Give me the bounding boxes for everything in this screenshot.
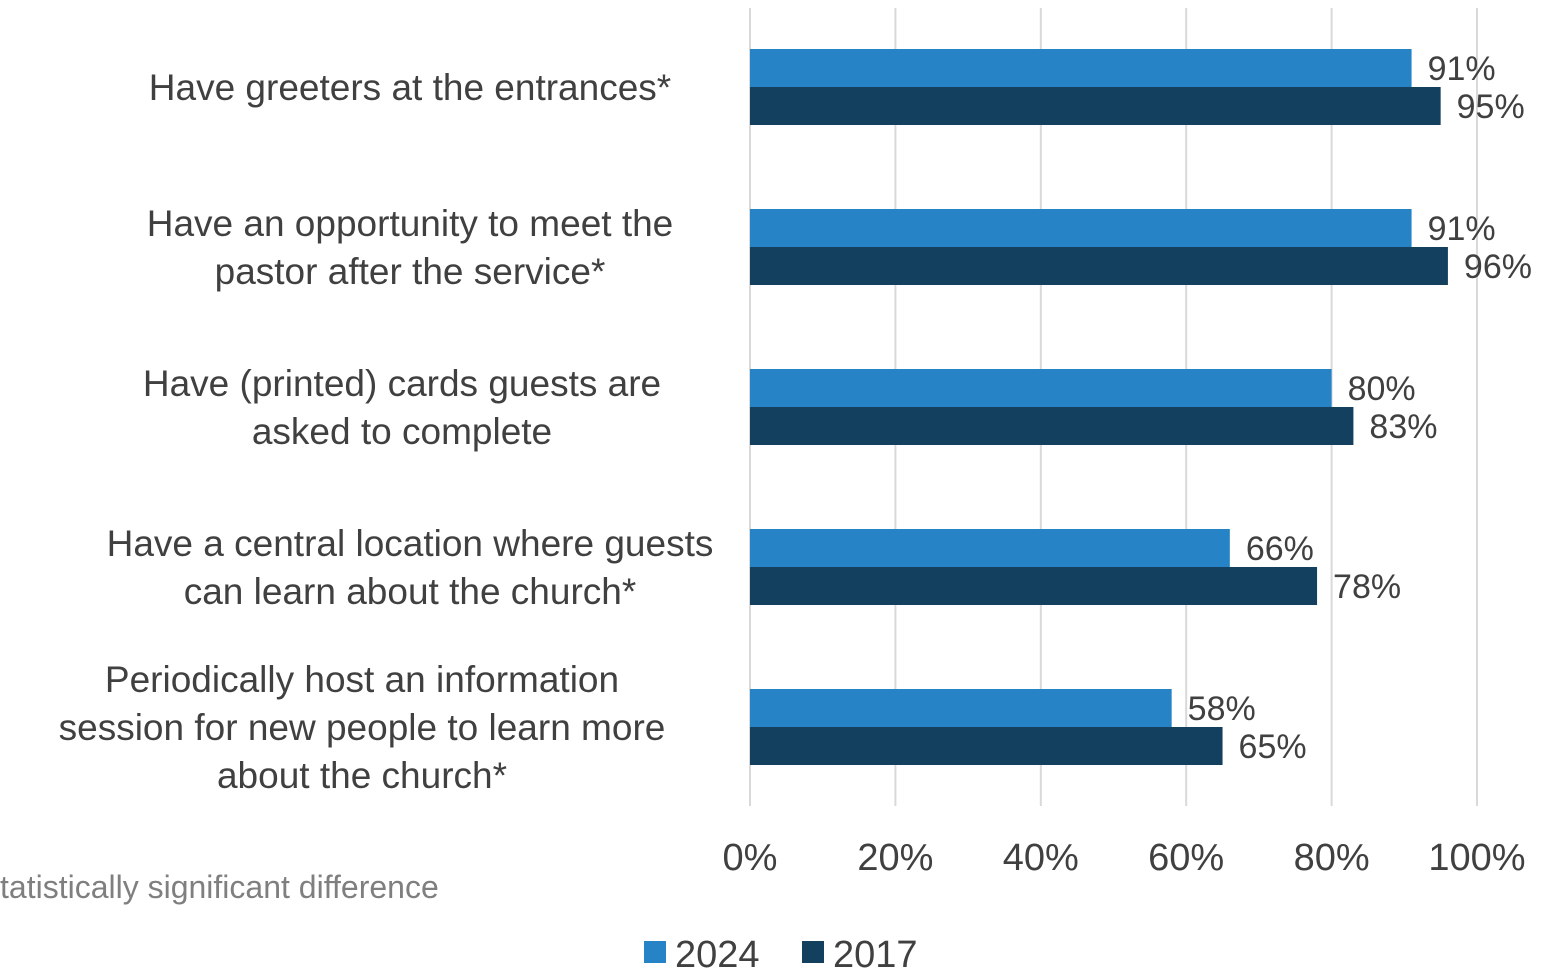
category-label: Have greeters at the entrances* — [149, 67, 671, 108]
data-label-2017: 83% — [1369, 408, 1437, 446]
legend-swatch-2017 — [802, 941, 824, 963]
data-label-2017: 96% — [1464, 248, 1532, 286]
category-label-line: Periodically host an information — [105, 659, 619, 700]
bar-2024 — [750, 209, 1412, 247]
category-label-line: Have greeters at the entrances* — [149, 67, 671, 108]
data-label-2017: 78% — [1333, 568, 1401, 606]
category-label-line: asked to complete — [252, 411, 552, 452]
category-labels: Have greeters at the entrances* Have an o… — [59, 67, 714, 796]
bar-2017 — [750, 87, 1441, 125]
category-label-line: can learn about the church* — [184, 571, 637, 612]
legend-label-2017: 2017 — [833, 934, 918, 976]
x-tick-label: 20% — [857, 837, 933, 879]
data-label-2024: 66% — [1246, 530, 1314, 568]
x-tick-label: 80% — [1294, 837, 1370, 879]
category-label-line: pastor after the service* — [215, 251, 606, 292]
category-label-line: Have an opportunity to meet the — [147, 203, 674, 244]
x-tick-label: 60% — [1148, 837, 1224, 879]
x-tick-label: 40% — [1003, 837, 1079, 879]
category-label-line: Have (printed) cards guests are — [143, 363, 661, 404]
bars — [750, 49, 1448, 765]
category-label: Have a central location where guests can … — [107, 523, 714, 612]
legend: 2024 2017 — [644, 934, 918, 976]
category-label-line: Have a central location where guests — [107, 523, 714, 564]
bar-2017 — [750, 407, 1354, 445]
bar-2017 — [750, 247, 1448, 285]
category-label: Have an opportunity to meet the pastor af… — [147, 203, 674, 292]
category-label-line: session for new people to learn more — [59, 707, 666, 748]
legend-swatch-2024 — [644, 941, 666, 963]
legend-label-2024: 2024 — [675, 934, 760, 976]
bar-2024 — [750, 49, 1412, 87]
bar-2024 — [750, 689, 1172, 727]
data-labels: 91%95%91%96%80%83%66%78%58%65% — [1188, 50, 1532, 766]
data-label-2024: 58% — [1188, 690, 1256, 728]
data-label-2024: 91% — [1428, 210, 1496, 248]
bar-2024 — [750, 529, 1230, 567]
bar-2017 — [750, 727, 1223, 765]
data-label-2024: 80% — [1348, 370, 1416, 408]
x-tick-label: 0% — [723, 837, 778, 879]
category-label: Periodically host an information session … — [59, 659, 666, 796]
x-tick-label: 100% — [1428, 837, 1525, 879]
category-label: Have (printed) cards guests are asked to … — [143, 363, 661, 452]
x-axis-tick-labels: 0% 20% 40% 60% 80% 100% — [723, 837, 1526, 879]
footnote: tatistically significant difference — [0, 869, 439, 905]
data-label-2024: 91% — [1428, 50, 1496, 88]
data-label-2017: 95% — [1457, 88, 1525, 126]
bar-2024 — [750, 369, 1332, 407]
category-label-line: about the church* — [217, 755, 507, 796]
data-label-2017: 65% — [1239, 728, 1307, 766]
bar-2017 — [750, 567, 1318, 605]
